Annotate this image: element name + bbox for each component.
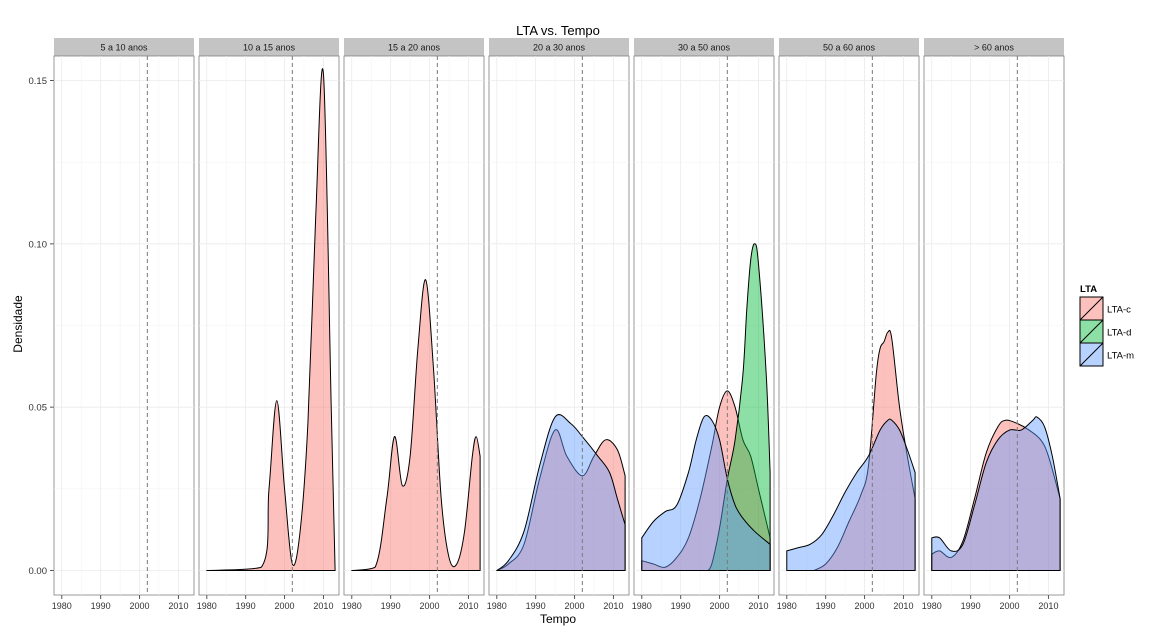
grid: [924, 56, 1064, 595]
x-axis-label: Tempo: [540, 612, 576, 626]
facet-strip: [489, 38, 629, 56]
x-tick-label: 1990: [816, 601, 836, 611]
legend-item-lta-c: LTA-c: [1079, 296, 1131, 321]
facet-30-a-50-anos: 30 a 50 anos 1980 1990 2000 2010: [632, 38, 775, 611]
x-tick-label: 1980: [342, 601, 362, 611]
facet-strip-label: 30 a 50 anos: [678, 43, 731, 53]
grid: [344, 56, 484, 595]
chart-title: LTA vs. Tempo: [516, 23, 600, 38]
x-tick-label: 2000: [710, 601, 730, 611]
grid: [489, 56, 629, 595]
x-tick-label: 2000: [1000, 601, 1020, 611]
facet-15-a-20-anos: 15 a 20 anos 1980 1990 2000 2010: [342, 38, 485, 611]
x-tick-label: 2010: [893, 601, 913, 611]
x-tick-label: 1990: [671, 601, 691, 611]
legend-title: LTA: [1080, 284, 1097, 295]
legend-item-lta-d: LTA-d: [1079, 319, 1131, 344]
density-area-lta-c: [813, 329, 916, 571]
x-tick-label: 1980: [197, 601, 217, 611]
y-tick-label: 0.10: [29, 239, 48, 250]
density-area-lta-m: [496, 414, 626, 571]
x-tick-label: 2000: [565, 601, 585, 611]
x-tick-label: 2010: [458, 601, 478, 611]
legend-label: LTA-m: [1107, 351, 1134, 362]
facet-strip-label: 10 a 15 anos: [243, 43, 296, 53]
x-tick-label: 1990: [961, 601, 981, 611]
x-tick-label: 2000: [855, 601, 875, 611]
x-tick-label: 1980: [632, 601, 652, 611]
y-axis-label: Densidade: [11, 295, 25, 353]
legend-label: LTA-d: [1107, 328, 1131, 339]
x-tick-label: 2000: [275, 601, 295, 611]
facet-strip: [344, 38, 484, 56]
x-tick-label: 2010: [1038, 601, 1058, 611]
y-axis: 0.00 0.05 0.10 0.15: [29, 76, 54, 577]
density-area-lta-d: [707, 243, 771, 571]
facet-strip-label: 5 a 10 anos: [100, 43, 148, 53]
x-tick-label: 1980: [487, 601, 507, 611]
facet-strip-label: 15 a 20 anos: [388, 43, 441, 53]
facet-strip: [634, 38, 774, 56]
density-area-lta-c: [206, 68, 336, 571]
grid: [634, 56, 774, 595]
grid: [779, 56, 919, 595]
x-tick-label: 1980: [922, 601, 942, 611]
legend-swatch-slash: [1079, 296, 1104, 321]
facet-strip: [199, 38, 339, 56]
density-area-lta-m: [786, 418, 916, 571]
density-area-lta-c: [496, 429, 626, 571]
legend-swatch-slash: [1079, 342, 1104, 367]
facet-strip-label: 50 a 60 anos: [823, 43, 876, 53]
x-tick-label: 1990: [236, 601, 256, 611]
y-tick-label: 0.00: [29, 566, 48, 577]
facet-strip: [924, 38, 1064, 56]
x-tick-label: 1980: [777, 601, 797, 611]
legend-label: LTA-c: [1107, 305, 1131, 316]
facet-50-a-60-anos: 50 a 60 anos 1980 1990 2000 2010: [777, 38, 920, 611]
facet-strip: [779, 38, 919, 56]
x-tick-label: 2000: [420, 601, 440, 611]
facet-20-a-30-anos: 20 a 30 anos 1980 1990 2000 2010: [487, 38, 630, 611]
facet-strip-label: > 60 anos: [974, 43, 1014, 53]
y-tick-label: 0.15: [29, 76, 48, 87]
facet-5-a-10-anos: 5 a 10 anos 1980 1990 2000 2010: [52, 38, 195, 611]
x-tick-label: 1990: [91, 601, 111, 611]
facet-10-a-15-anos: 10 a 15 anos 1980 1990 2000 2010: [197, 38, 340, 611]
x-tick-label: 2010: [313, 601, 333, 611]
legend-item-lta-m: LTA-m: [1079, 342, 1134, 367]
x-tick-label: 1990: [526, 601, 546, 611]
y-tick-label: 0.05: [29, 403, 48, 414]
density-area-lta-c: [931, 419, 1061, 571]
legend-swatch-slash: [1079, 319, 1104, 344]
facet-strip-label: 20 a 30 anos: [533, 43, 586, 53]
density-area-lta-m: [641, 415, 771, 571]
facet-strip: [54, 38, 194, 56]
grid: [54, 56, 194, 595]
density-area-lta-m: [931, 416, 1061, 571]
x-tick-label: 2010: [168, 601, 188, 611]
legend: LTA LTA-c LTA-d LTA-m: [1079, 284, 1134, 367]
x-tick-label: 2010: [748, 601, 768, 611]
x-tick-label: 2010: [603, 601, 623, 611]
x-tick-label: 1980: [52, 601, 72, 611]
x-tick-label: 2000: [130, 601, 150, 611]
density-area-lta-c: [641, 390, 771, 571]
x-tick-label: 1990: [381, 601, 401, 611]
density-area-lta-c: [351, 279, 481, 571]
facet-60-anos: > 60 anos 1980 1990 2000 2010: [922, 38, 1065, 611]
